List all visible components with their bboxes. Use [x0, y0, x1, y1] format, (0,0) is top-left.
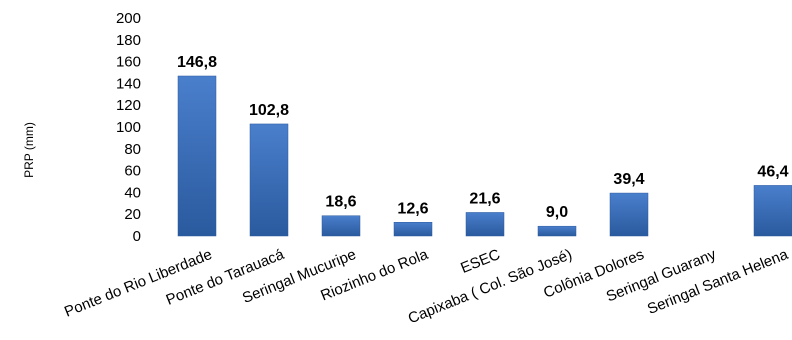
y-tick-label: 180	[116, 32, 141, 49]
bars	[177, 75, 792, 237]
y-axis-label: PRP (mm)	[22, 122, 36, 178]
bar	[393, 222, 433, 237]
bar	[321, 215, 361, 237]
y-tick-label: 0	[133, 228, 141, 245]
data-label: 9,0	[546, 204, 568, 221]
y-tick-label: 60	[124, 163, 141, 180]
data-label: 146,8	[177, 54, 217, 71]
y-tick-label: 200	[116, 10, 141, 27]
data-label: 46,4	[757, 163, 788, 180]
data-labels: 146,8 102,8 18,6 12,6 21,6 9,0 39,4 46,4	[177, 54, 789, 221]
bar	[249, 123, 289, 237]
y-axis-ticks: 0 20 40 60 80 100 120 140 160 180 200	[116, 10, 141, 245]
y-tick-label: 160	[116, 54, 141, 71]
bar	[609, 192, 649, 237]
y-tick-label: 80	[124, 141, 141, 158]
data-label: 102,8	[249, 102, 289, 119]
data-label: 18,6	[325, 194, 356, 211]
y-tick-label: 40	[124, 184, 141, 201]
y-tick-label: 140	[116, 75, 141, 92]
bar	[465, 212, 505, 237]
data-label: 12,6	[397, 200, 428, 217]
data-label: 39,4	[613, 171, 644, 188]
bar	[537, 225, 577, 237]
y-tick-label: 100	[116, 119, 141, 136]
category-label: ESEC	[458, 246, 502, 277]
category-label: Ponte do Tarauacá	[164, 246, 287, 309]
bar	[177, 75, 217, 237]
y-tick-label: 20	[124, 206, 141, 223]
data-label: 21,6	[469, 190, 500, 207]
bar	[753, 185, 792, 237]
y-tick-label: 120	[116, 97, 141, 114]
